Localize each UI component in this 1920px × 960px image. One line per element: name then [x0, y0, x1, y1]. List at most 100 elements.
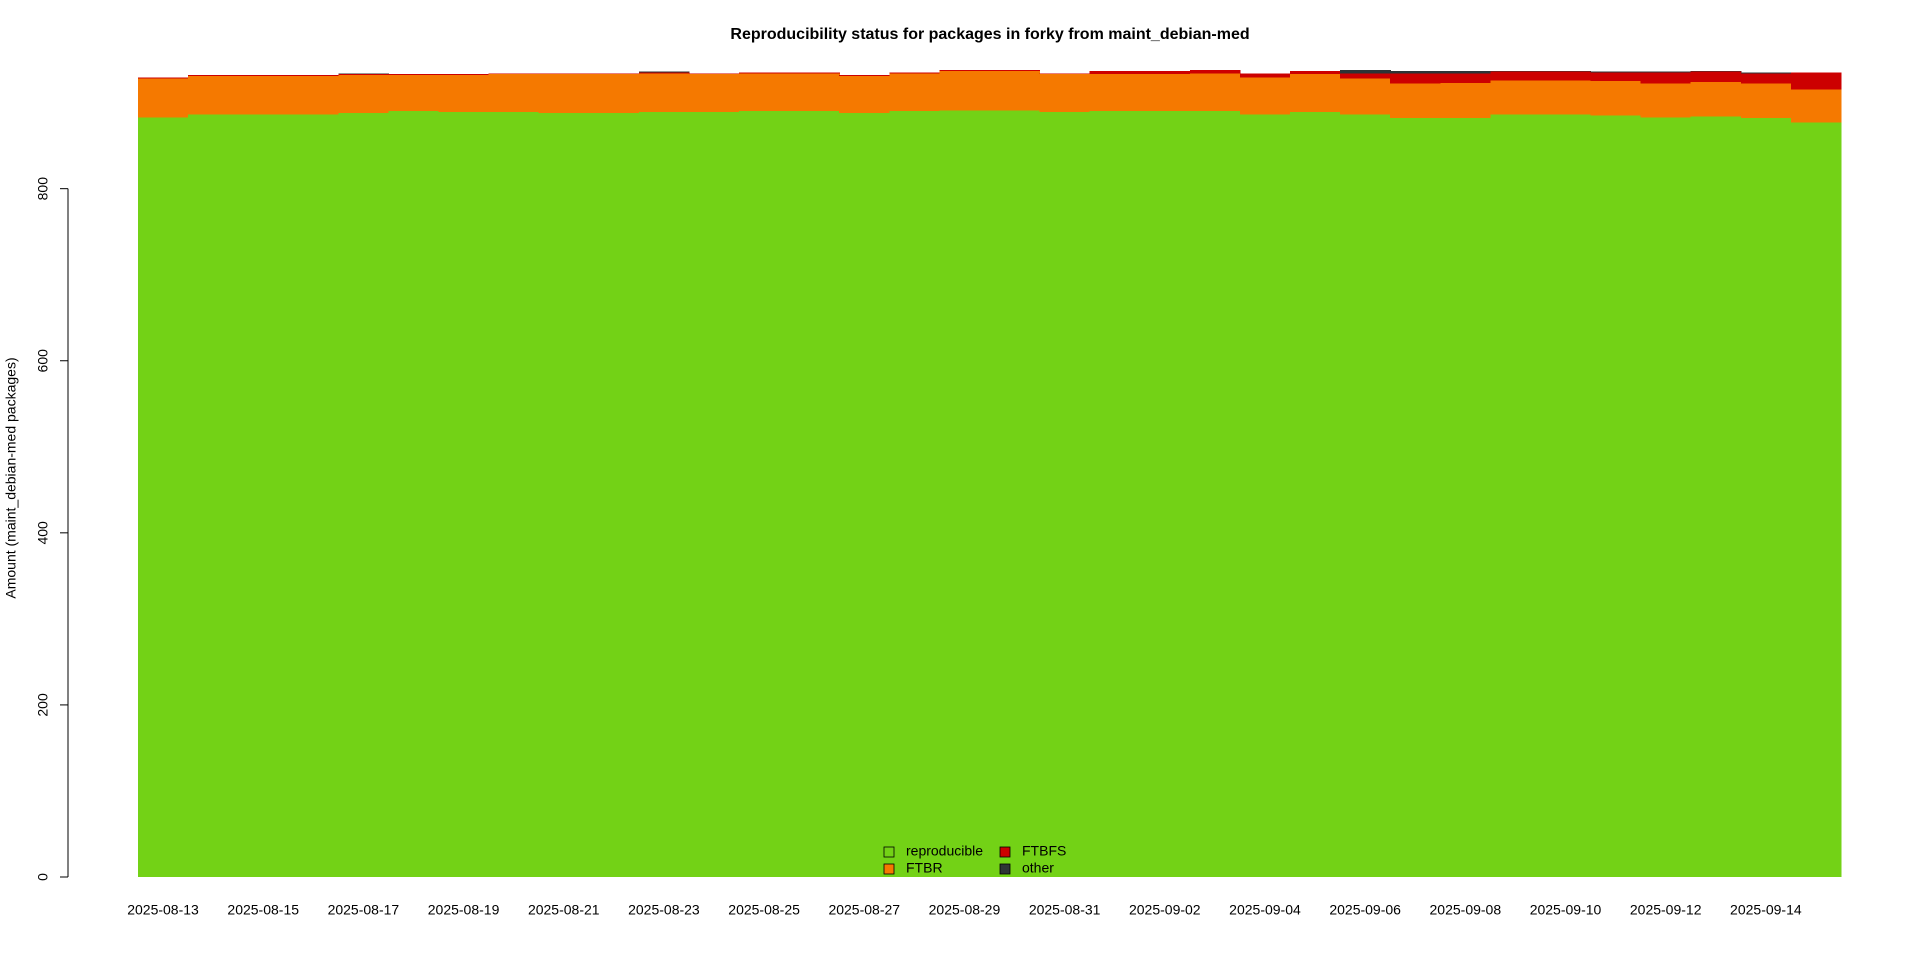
x-tick-label: 2025-08-25 — [728, 902, 800, 918]
y-tick-label: 800 — [35, 177, 51, 201]
y-axis-label: Amount (maint_debian-med packages) — [3, 357, 19, 598]
x-tick-label: 2025-09-06 — [1329, 902, 1401, 918]
area-step — [438, 74, 490, 76]
area-step — [388, 111, 440, 877]
area-step — [1390, 118, 1441, 878]
area-step — [989, 110, 1041, 877]
x-tick-label: 2025-08-27 — [828, 902, 900, 918]
x-tick-label: 2025-08-17 — [328, 902, 400, 918]
area-step — [1139, 74, 1191, 112]
area-step — [638, 112, 690, 877]
area-step — [288, 75, 339, 76]
area-step — [488, 73, 540, 75]
area-step — [1390, 73, 1441, 84]
x-tick-label: 2025-08-13 — [127, 902, 199, 918]
area-step — [1490, 71, 1542, 81]
y-tick-label: 0 — [35, 873, 51, 881]
area-step — [688, 73, 740, 75]
area-step — [1239, 77, 1291, 115]
area-step — [1390, 83, 1441, 119]
area-step — [638, 71, 690, 73]
area-step — [1340, 69, 1391, 74]
y-tick-label: 400 — [35, 521, 51, 545]
area-step — [1440, 70, 1491, 74]
area-step — [438, 112, 490, 877]
legend-label: FTBR — [906, 860, 943, 876]
area-step — [1290, 112, 1341, 877]
area-step — [588, 112, 640, 877]
area-step — [789, 111, 840, 877]
area-step — [1740, 73, 1792, 84]
area-step — [338, 75, 390, 113]
area-step — [488, 74, 540, 113]
area-step — [638, 72, 690, 74]
area-step — [1039, 112, 1091, 877]
area-step — [238, 114, 289, 877]
area-step — [1640, 71, 1692, 73]
area-step — [1039, 74, 1091, 113]
area-step — [1640, 117, 1692, 878]
area-step — [538, 74, 590, 113]
x-tick-label: 2025-08-31 — [1029, 902, 1101, 918]
area-step — [288, 75, 339, 115]
area-step — [1089, 70, 1141, 75]
area-step — [1490, 114, 1542, 877]
legend-swatch — [999, 863, 1011, 875]
y-tick-label: 600 — [35, 349, 51, 373]
area-step — [1640, 72, 1692, 84]
area-step — [238, 75, 289, 76]
area-step — [1690, 116, 1742, 878]
area-step — [1189, 73, 1241, 112]
area-step — [688, 112, 740, 877]
area-step — [839, 75, 890, 113]
area-step — [789, 73, 840, 112]
area-step — [638, 73, 690, 113]
area-step — [1790, 72, 1842, 90]
area-step — [588, 74, 640, 113]
area-step — [1089, 111, 1141, 877]
area-step — [1590, 115, 1642, 877]
area-step — [1590, 72, 1642, 82]
area-step — [1690, 81, 1742, 117]
area-step — [1139, 70, 1191, 75]
area-step — [1590, 71, 1642, 73]
area-step — [1290, 74, 1341, 113]
legend-swatch — [883, 846, 895, 858]
area-step — [488, 112, 540, 877]
area-step — [889, 111, 941, 877]
area-step — [238, 75, 289, 115]
x-tick-label: 2025-09-04 — [1229, 902, 1301, 918]
x-tick-label: 2025-08-19 — [428, 902, 500, 918]
area-step — [1490, 80, 1542, 115]
area-step — [989, 70, 1041, 111]
legend-label: reproducible — [906, 843, 983, 859]
area-step — [1340, 114, 1391, 877]
area-step — [1740, 83, 1792, 119]
area-step — [538, 112, 590, 877]
area-step — [538, 73, 590, 75]
area-step — [789, 72, 840, 74]
x-tick-label: 2025-08-15 — [227, 902, 299, 918]
area-step — [939, 69, 991, 71]
x-tick-label: 2025-09-14 — [1730, 902, 1802, 918]
area-step — [739, 111, 790, 877]
area-step — [1740, 118, 1792, 878]
area-step — [1740, 72, 1792, 74]
area-step — [1490, 70, 1542, 72]
area-step — [1239, 73, 1291, 78]
area-step — [1690, 71, 1742, 82]
area-step — [1189, 111, 1241, 877]
area-step — [1440, 82, 1491, 119]
area-step — [388, 75, 440, 112]
area-step — [1390, 70, 1441, 74]
area-step — [288, 114, 339, 877]
area-step — [1590, 81, 1642, 116]
area-step — [1790, 122, 1842, 878]
area-step — [1089, 74, 1141, 112]
area-step — [138, 77, 189, 79]
area-step — [1039, 73, 1091, 75]
area-step — [1540, 70, 1592, 72]
area-step — [1239, 114, 1291, 877]
area-step — [739, 73, 790, 112]
area-step — [388, 74, 440, 76]
